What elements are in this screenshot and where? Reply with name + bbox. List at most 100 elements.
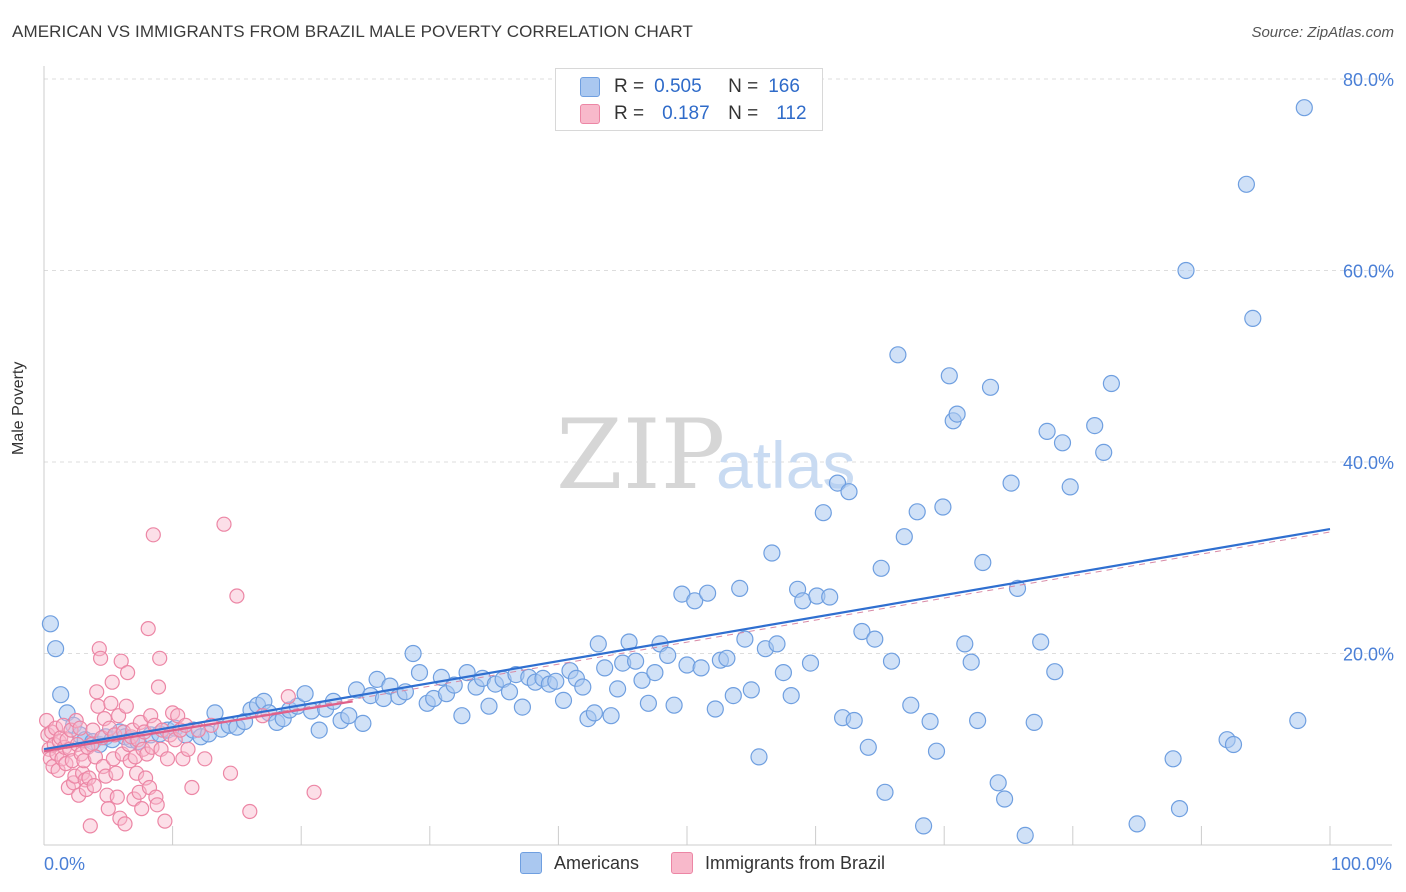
americans-point — [1038, 422, 1056, 440]
americans-point — [853, 622, 871, 641]
americans-point — [763, 544, 781, 562]
chart-title: AMERICAN VS IMMIGRANTS FROM BRAZIL MALE … — [12, 22, 693, 41]
americans-point — [902, 696, 920, 714]
brazil-point — [129, 765, 145, 781]
americans-point — [736, 630, 754, 648]
brazil-point — [134, 800, 150, 817]
legend-item-brazil: Immigrants from Brazil — [671, 852, 885, 874]
brazil-point — [280, 688, 296, 705]
americans-point — [52, 686, 70, 704]
americans-point — [1164, 750, 1182, 768]
grid-layer — [44, 78, 1392, 654]
trend-layer — [43, 527, 1331, 753]
americans-point — [596, 659, 614, 677]
americans-point — [956, 635, 974, 653]
brazil-point — [96, 710, 113, 727]
americans-r-value: 0.505 — [654, 76, 702, 97]
americans-point — [731, 579, 749, 598]
americans-legend-swatch — [520, 852, 542, 874]
americans-point — [310, 721, 328, 739]
americans-point — [1295, 99, 1313, 117]
americans-point — [750, 748, 768, 766]
brazil-point — [100, 800, 116, 817]
brazil-point — [90, 698, 106, 714]
x-tick-label: 0.0% — [44, 854, 85, 874]
americans-point — [296, 685, 314, 703]
americans-r-label: R = — [614, 76, 645, 97]
brazil-point — [71, 787, 87, 803]
brazil-point — [86, 777, 102, 794]
americans-point — [646, 663, 664, 682]
brazil-point — [150, 679, 167, 695]
americans-point — [686, 592, 704, 610]
americans-point — [547, 672, 565, 690]
americans-point — [914, 817, 933, 835]
americans-point — [1053, 434, 1072, 452]
americans-point — [845, 711, 863, 730]
americans-point — [718, 649, 736, 667]
americans-point — [574, 678, 592, 696]
americans-point — [989, 774, 1007, 792]
americans-point — [908, 503, 926, 521]
brazil-point — [72, 720, 88, 736]
americans-point — [981, 378, 1000, 396]
legend-item-americans: Americans — [520, 852, 639, 874]
americans-point — [948, 405, 966, 423]
brazil-point — [78, 781, 95, 798]
brazil-n-value: 112 — [776, 103, 807, 124]
americans-point — [821, 588, 839, 606]
americans-point — [500, 683, 519, 701]
brazil-point — [159, 751, 176, 767]
americans-point — [354, 714, 372, 733]
americans-point — [46, 640, 65, 658]
brazil-point — [143, 708, 159, 724]
americans-point — [608, 680, 627, 698]
tick-labels: 20.0% 40.0% 60.0% 80.0% 0.0% 100.0% — [44, 70, 1394, 874]
y-tick-label: 40.0% — [1343, 453, 1394, 473]
source-label: Source: ZipAtlas.com — [1251, 24, 1394, 41]
brazil-point — [113, 653, 129, 669]
americans-point — [934, 498, 952, 516]
americans-point — [1032, 633, 1050, 651]
brazil-point — [149, 797, 165, 813]
x-tick-label: 100.0% — [1331, 854, 1392, 874]
americans-n-label: N = — [728, 76, 759, 97]
brazil-point — [95, 758, 111, 775]
brazil-point — [138, 770, 154, 786]
legend-row-brazil: R = 0.187 N = 112 — [580, 102, 807, 126]
americans-point — [794, 592, 812, 610]
americans-point — [1095, 443, 1113, 461]
brazil-trend-line — [43, 700, 353, 753]
brazil-point — [148, 789, 164, 805]
brazil-point — [175, 751, 191, 767]
watermark-zip: ZIP — [556, 399, 725, 511]
americans-point — [1061, 478, 1079, 496]
brazil-point — [229, 588, 245, 604]
y-tick-label: 20.0% — [1343, 645, 1394, 665]
americans-point — [585, 704, 604, 722]
americans-point — [782, 686, 800, 705]
americans-point — [889, 346, 907, 364]
americans-point — [706, 700, 724, 718]
brazil-point — [112, 810, 128, 826]
brazil-point — [117, 816, 133, 832]
brazil-point — [167, 732, 183, 748]
brazil-r-value: 0.187 — [662, 103, 710, 124]
americans-point — [895, 528, 913, 546]
americans-point — [921, 712, 939, 731]
americans-point — [453, 707, 471, 725]
americans-point — [995, 790, 1014, 808]
brazil-point — [104, 674, 120, 690]
brazil-point — [140, 620, 156, 637]
brazil-point — [144, 739, 160, 755]
americans-point — [513, 698, 532, 716]
americans-point — [882, 652, 901, 670]
correlation-legend: R = 0.505 N = 166 R = 0.187 N = 112 — [555, 68, 823, 131]
americans-point — [859, 738, 877, 756]
brazil-point — [118, 698, 134, 714]
brazil-point — [184, 779, 200, 796]
americans-point — [1224, 735, 1243, 754]
americans-point — [404, 644, 422, 663]
brazil-point — [157, 813, 173, 829]
